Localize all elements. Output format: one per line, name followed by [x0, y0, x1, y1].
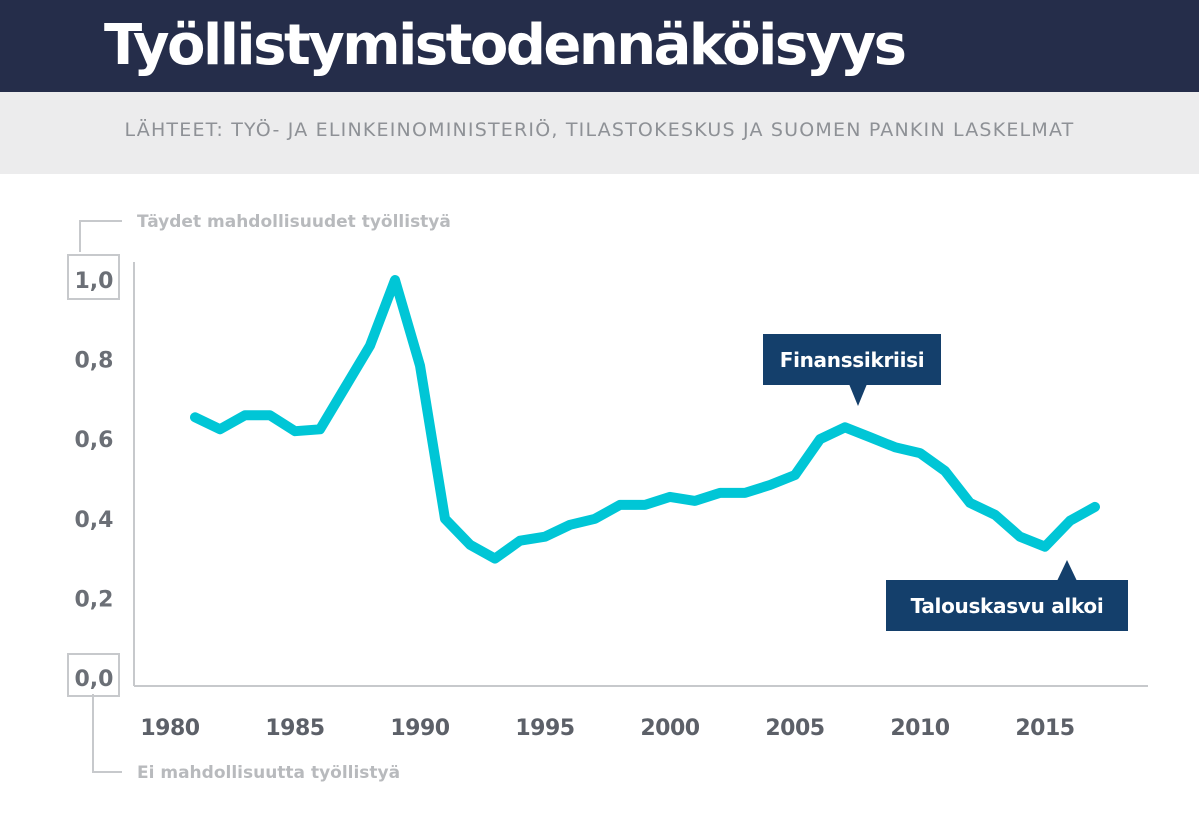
callout-talouskasvu-box: [886, 580, 1128, 631]
title-bar: [0, 0, 1199, 92]
source-note: LÄHTEET: TYÖ- JA ELINKEINOMINISTERIÖ, TI…: [124, 119, 1075, 141]
y-tick-labels: 0,0 0,2 0,4 0,6 0,8 1,0: [75, 269, 114, 692]
x-tick-label: 1980: [140, 716, 199, 741]
y-tick-label: 0,8: [75, 349, 114, 374]
callout-talouskasvu: Talouskasvu alkoi: [886, 560, 1128, 631]
x-tick-label: 2005: [765, 716, 824, 741]
y-tick-label: 0,0: [75, 667, 114, 692]
page-title: Työllistymistodennäköisyys: [104, 13, 907, 78]
x-tick-label: 2015: [1015, 716, 1074, 741]
y-tick-label: 0,4: [75, 508, 114, 533]
top-note-bracket: [79, 220, 122, 252]
source-bar: [0, 92, 1199, 174]
bottom-note-bracket: [92, 694, 122, 773]
y-tick-label: 0,6: [75, 428, 114, 453]
callout-finanssikriisi: Finanssikriisi: [763, 334, 941, 406]
bottom-note: Ei mahdollisuutta työllistyä: [137, 763, 400, 783]
callout-talouskasvu-pointer: [1057, 560, 1077, 581]
callout-talouskasvu-label: Talouskasvu alkoi: [911, 594, 1104, 618]
x-tick-label: 1990: [390, 716, 449, 741]
top-note: Täydet mahdollisuudet työllistyä: [137, 212, 451, 232]
y-tick-label: 0,2: [75, 587, 114, 612]
y-min-box: [67, 653, 120, 697]
x-tick-labels: 1980 1985 1990 1995 2000 2005 2010 2015: [140, 716, 1075, 741]
callout-finanssikriisi-pointer: [849, 384, 867, 406]
x-tick-label: 1985: [265, 716, 324, 741]
y-tick-label: 1,0: [75, 269, 114, 294]
y-max-box: [67, 254, 120, 300]
x-tick-label: 2000: [640, 716, 699, 741]
x-tick-label: 2010: [890, 716, 949, 741]
callout-finanssikriisi-box: [763, 334, 941, 385]
x-tick-label: 1995: [515, 716, 574, 741]
callout-finanssikriisi-label: Finanssikriisi: [780, 348, 925, 372]
series-line: [190, 275, 1100, 564]
